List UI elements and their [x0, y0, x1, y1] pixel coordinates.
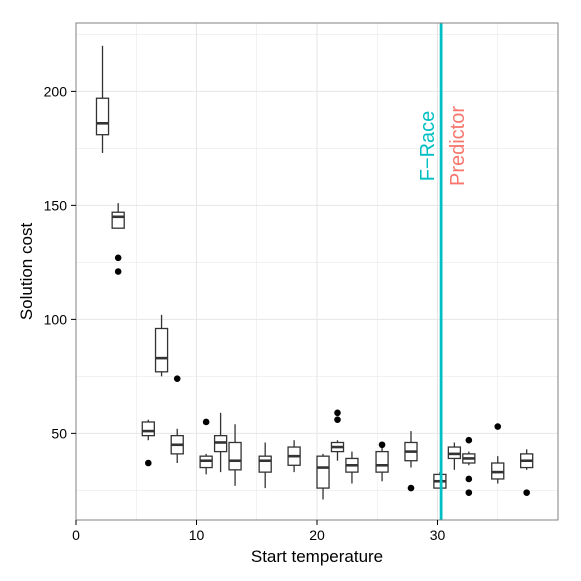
y-tick-label: 100: [44, 311, 68, 327]
box-iqr: [316, 455, 330, 489]
boxplot: [462, 436, 476, 496]
outlier-point: [465, 489, 473, 496]
y-tick-label: 50: [51, 425, 67, 441]
boxplot: [154, 314, 169, 377]
outlier-point: [145, 459, 152, 467]
box-iqr: [154, 327, 169, 373]
boxplot: [330, 409, 345, 461]
box-iqr: [228, 441, 242, 471]
boxplot: [111, 203, 125, 275]
boxplot: [404, 431, 418, 492]
boxplot: [141, 419, 155, 467]
outlier-point: [114, 268, 122, 275]
boxplot: [447, 442, 462, 470]
outlier-point: [523, 489, 530, 496]
boxplot: [345, 451, 359, 484]
boxplot-series: [95, 45, 534, 500]
boxplot: [199, 418, 213, 475]
outlier-point: [465, 436, 473, 444]
boxplot: [213, 412, 228, 473]
outlier-point: [334, 409, 341, 417]
x-tick-label: 30: [430, 527, 446, 543]
boxplot: [491, 423, 505, 484]
y-axis-title: Solution cost: [17, 223, 36, 321]
boxplot: [95, 45, 110, 153]
boxplot: [258, 442, 272, 489]
annotation-frace: F−Race: [417, 111, 439, 182]
boxplot: [170, 375, 184, 464]
outlier-point: [334, 416, 341, 423]
outlier-point: [378, 441, 386, 449]
outlier-point: [494, 423, 502, 430]
boxplot: [228, 424, 242, 486]
box-iqr: [111, 211, 125, 229]
x-tick-label: 10: [189, 527, 205, 543]
boxplot: [375, 441, 389, 482]
box-iqr: [141, 421, 155, 437]
outlier-point: [465, 475, 473, 483]
y-tick-label: 150: [44, 197, 68, 213]
outlier-point: [173, 375, 181, 382]
x-axis-title: Start temperature: [251, 547, 383, 566]
x-tick-label: 20: [309, 527, 325, 543]
x-tick-label: 0: [72, 527, 80, 543]
boxplot: [519, 449, 534, 496]
box-iqr: [375, 450, 389, 473]
y-tick-label: 200: [44, 83, 68, 99]
outlier-point: [407, 484, 415, 492]
box-iqr: [258, 455, 272, 473]
outlier-point: [114, 254, 122, 262]
axes: 0 10 20 30 50 100 150 200 Start temperat…: [17, 83, 445, 566]
annotation-predictor: Predictor: [447, 106, 469, 186]
outlier-point: [202, 418, 210, 426]
boxplot: [287, 440, 301, 473]
annotations: F−Race Predictor: [417, 106, 469, 186]
boxplot: [316, 453, 330, 500]
box-iqr: [95, 97, 110, 136]
